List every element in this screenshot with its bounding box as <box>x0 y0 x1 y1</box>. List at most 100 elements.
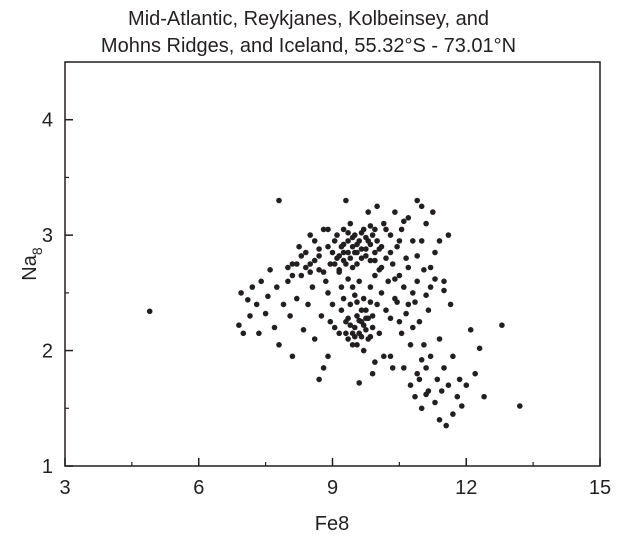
data-point <box>383 255 389 261</box>
data-point <box>318 313 325 319</box>
data-point <box>367 241 374 248</box>
data-point <box>394 299 400 305</box>
data-point <box>412 299 418 305</box>
data-point <box>387 353 394 360</box>
data-point <box>349 243 356 250</box>
data-point <box>414 370 421 377</box>
data-point <box>387 315 394 322</box>
x-tick-label: 9 <box>327 477 338 499</box>
data-point <box>358 255 365 261</box>
data-point <box>367 333 374 340</box>
data-point <box>401 218 407 225</box>
data-point <box>423 292 429 299</box>
data-point <box>450 411 456 417</box>
data-point <box>517 403 523 409</box>
data-point <box>376 330 383 337</box>
data-point <box>481 393 487 400</box>
data-point <box>421 342 427 348</box>
data-point <box>410 290 416 296</box>
data-point <box>345 336 351 342</box>
data-point <box>367 284 374 290</box>
data-point <box>253 301 260 308</box>
data-point <box>418 238 425 244</box>
data-point <box>347 220 354 227</box>
data-point <box>367 257 374 264</box>
data-point <box>303 264 309 271</box>
data-point <box>472 370 479 377</box>
data-point <box>345 276 351 282</box>
y-tick-label: 1 <box>42 456 53 478</box>
data-point <box>285 278 291 285</box>
data-point <box>274 284 280 290</box>
data-point <box>463 382 470 389</box>
data-point <box>316 246 322 252</box>
data-point <box>421 267 427 273</box>
y-axis-label-text: Na8 <box>19 247 45 281</box>
data-point <box>423 391 429 398</box>
data-point <box>372 249 378 256</box>
data-point <box>432 399 438 406</box>
data-point <box>347 322 354 329</box>
data-point <box>289 272 296 279</box>
data-point <box>447 301 454 308</box>
data-point <box>347 301 354 308</box>
data-point <box>423 365 429 371</box>
data-point <box>265 293 271 300</box>
y-tick-label: 3 <box>42 225 53 247</box>
data-point <box>378 264 385 271</box>
data-point <box>372 257 378 264</box>
data-point <box>338 284 345 290</box>
data-point <box>298 272 305 279</box>
data-point <box>358 230 365 236</box>
data-point <box>383 226 389 233</box>
data-point <box>247 313 253 319</box>
data-point <box>414 197 421 204</box>
data-point <box>394 243 400 250</box>
data-point <box>405 215 412 221</box>
data-point <box>311 257 318 264</box>
data-point <box>354 313 360 319</box>
data-point <box>354 261 360 267</box>
data-point <box>349 234 356 241</box>
data-point <box>456 376 463 383</box>
y-axis-label-main: Na <box>19 254 41 280</box>
data-point <box>450 353 456 360</box>
data-point <box>356 278 363 285</box>
data-points <box>146 197 523 429</box>
data-point <box>249 284 256 290</box>
data-point <box>396 272 403 279</box>
data-point <box>410 324 416 331</box>
data-point <box>367 223 374 229</box>
data-point <box>374 238 380 244</box>
data-point <box>329 249 336 256</box>
data-point <box>303 249 309 256</box>
data-point <box>414 278 421 285</box>
data-point <box>427 284 434 290</box>
data-point <box>354 249 360 256</box>
data-point <box>352 324 358 331</box>
data-point <box>336 253 343 259</box>
data-point <box>441 287 447 294</box>
data-point <box>311 238 318 244</box>
data-point <box>343 197 349 204</box>
data-point <box>432 249 438 256</box>
x-tick-label: 15 <box>589 477 611 499</box>
data-point <box>347 255 354 261</box>
data-point <box>385 278 392 285</box>
data-point <box>340 249 347 256</box>
data-point <box>256 330 262 337</box>
data-point <box>287 313 293 319</box>
data-point <box>418 203 425 210</box>
data-point <box>358 246 365 252</box>
data-point <box>258 278 265 285</box>
data-point <box>349 264 356 271</box>
data-point <box>416 318 423 325</box>
data-point <box>307 261 314 267</box>
data-point <box>349 284 356 290</box>
data-point <box>438 388 445 394</box>
data-point <box>298 253 305 259</box>
data-point <box>354 342 360 348</box>
data-point <box>445 382 452 389</box>
data-point <box>320 226 327 233</box>
data-point <box>383 307 389 314</box>
